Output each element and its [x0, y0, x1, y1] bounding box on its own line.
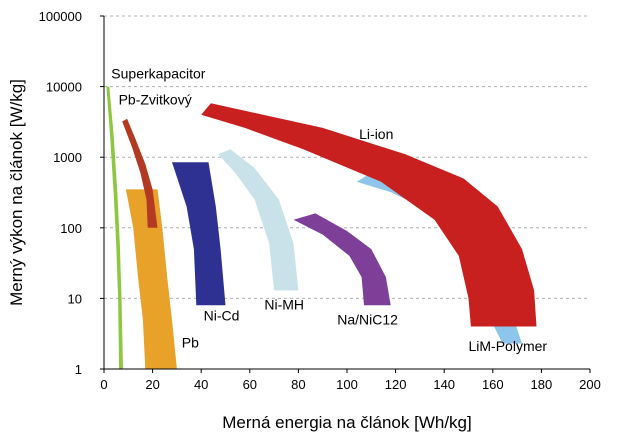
x-tick-label: 80	[291, 377, 305, 392]
series-band-ni-mh	[218, 149, 299, 291]
x-tick-label: 180	[531, 377, 553, 392]
x-tick-labels: 0 20 40 60 80 100 120 140 160 180 200	[100, 369, 601, 392]
series-label: Ni-MH	[264, 296, 304, 312]
series-label: Li-ion	[359, 126, 393, 142]
y-tick-label: 1	[75, 362, 82, 377]
x-axis-title: Merná energia na článok [Wh/kg]	[222, 413, 471, 432]
y-tick-label: 100000	[39, 9, 82, 24]
x-tick-label: 100	[336, 377, 358, 392]
x-tick-label: 200	[579, 377, 601, 392]
series-band-pb-zvitkov-	[122, 118, 158, 228]
series-band-li-ion	[201, 103, 537, 327]
series-band-ni-cd	[172, 162, 226, 306]
series-label: Ni-Cd	[204, 307, 240, 323]
x-tick-label: 0	[100, 377, 107, 392]
series-label: Pb	[182, 335, 199, 351]
x-tick-label: 160	[482, 377, 504, 392]
x-tick-label: 140	[433, 377, 455, 392]
series-bands	[106, 86, 537, 369]
y-tick-label: 10000	[46, 80, 82, 95]
y-tick-label: 10	[68, 291, 82, 306]
series-label: Na/NiC12	[337, 311, 398, 327]
series-band-pb	[125, 189, 177, 369]
x-tick-label: 20	[145, 377, 159, 392]
y-tick-labels: 1 10 100 1000 10000 100000	[39, 9, 104, 377]
series-label: LiM-Polymer	[469, 338, 548, 354]
series-labels: Superkapacitor Pb Pb-Zvitkový Ni-Cd Ni-MH Na/…	[111, 66, 547, 354]
x-tick-label: 60	[243, 377, 257, 392]
series-band-superkapacitor	[106, 86, 123, 369]
y-axis-title: Merný výkon na článok [W/kg]	[7, 79, 26, 306]
series-label: Pb-Zvitkový	[119, 91, 192, 107]
series-label: Superkapacitor	[111, 66, 206, 82]
x-tick-label: 120	[385, 377, 407, 392]
y-tick-label: 1000	[53, 150, 82, 165]
series-band-na-nic12	[293, 213, 391, 306]
y-tick-label: 100	[60, 221, 82, 236]
x-tick-label: 40	[194, 377, 208, 392]
